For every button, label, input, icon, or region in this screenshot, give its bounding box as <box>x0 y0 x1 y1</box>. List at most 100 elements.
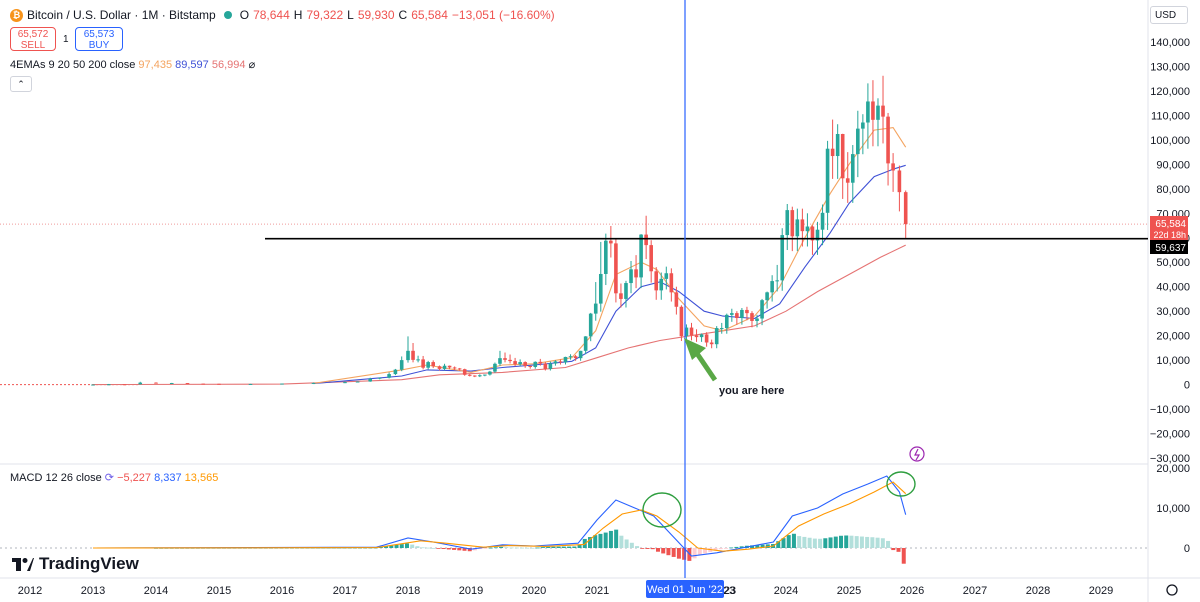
macd-line <box>92 475 907 557</box>
price-tick-label: 30,000 <box>1156 306 1190 318</box>
macd-histogram-bar <box>608 530 613 548</box>
candle-body <box>609 240 613 244</box>
macd-histogram-bar <box>588 537 593 548</box>
macd-histogram-bar <box>572 546 577 548</box>
candle-body <box>724 314 729 329</box>
crosshair-time-label: Wed 01 Jun '22 <box>647 584 723 596</box>
candle-body <box>598 273 603 304</box>
ohlc-high-label: H <box>293 8 303 22</box>
signal-line <box>92 481 907 552</box>
candle-body <box>513 361 517 365</box>
settings-icon <box>1166 584 1178 596</box>
macd-histogram-bar <box>201 547 206 549</box>
macd-histogram-bar <box>384 546 389 548</box>
macd-legend[interactable]: MACD 12 26 close ⟳ −5,227 8,337 13,565 <box>10 471 218 484</box>
macd-histogram-bar <box>352 547 357 549</box>
candle-body <box>785 210 790 236</box>
candle-body <box>614 243 618 294</box>
candle-body <box>664 273 669 279</box>
candle-body <box>624 283 628 299</box>
macd-histogram-bar <box>896 548 901 552</box>
ema-value-2: 89,597 <box>175 59 209 71</box>
candle-body <box>457 368 462 370</box>
symbol-title[interactable]: Bitcoin / U.S. Dollar · 1M · Bitstamp <box>27 8 216 22</box>
collapse-legend-button[interactable]: ⌃ <box>10 76 32 92</box>
price-tick-label: 40,000 <box>1156 282 1190 294</box>
macd-histogram-bar <box>812 538 817 548</box>
macd-histogram-bar <box>661 548 666 554</box>
macd-value-3: 13,565 <box>184 472 219 484</box>
macd-histogram-bar <box>227 547 232 549</box>
candle-body <box>217 383 221 385</box>
candle-body <box>820 212 825 230</box>
candle-body <box>248 383 253 385</box>
macd-histogram-bar <box>446 548 451 550</box>
candle-body <box>669 273 674 293</box>
highlight-circle <box>886 471 916 497</box>
macd-histogram-bar <box>404 543 409 548</box>
candle-body <box>431 362 435 367</box>
candle-body <box>629 269 633 284</box>
macd-histogram-bar <box>666 548 671 556</box>
ema-50-line <box>313 164 906 385</box>
macd-histogram-bar <box>389 545 394 548</box>
macd-histogram-bar <box>415 546 420 548</box>
ema-legend[interactable]: 4EMAs 9 20 50 200 close 97,435 89,597 56… <box>10 58 255 71</box>
candle-body <box>558 361 563 363</box>
candle-body <box>91 384 95 386</box>
macd-histogram-bar <box>619 535 624 548</box>
macd-histogram-bar <box>791 533 796 548</box>
sell-button[interactable]: 65,572 SELL <box>10 27 56 51</box>
candle-body <box>709 342 714 345</box>
macd-tick-label: 20,000 <box>1156 463 1190 475</box>
macd-histogram-bar <box>901 548 906 564</box>
candle-body <box>800 219 805 232</box>
candle-body <box>810 226 815 241</box>
macd-histogram-bar <box>561 546 566 548</box>
candle-body <box>169 383 174 385</box>
macd-histogram-bar <box>692 548 697 559</box>
macd-histogram-bar <box>614 529 619 548</box>
candle-body <box>740 309 744 319</box>
highlight-circle <box>642 492 682 528</box>
candle-body <box>699 334 704 338</box>
candle-body <box>568 356 573 358</box>
candle-body <box>483 374 487 376</box>
macd-histogram-bar <box>499 546 504 548</box>
hide-indicator-icon[interactable]: ⌀ <box>248 59 256 71</box>
spread-value: 1 <box>63 34 69 45</box>
time-tick-label: 2024 <box>774 585 798 597</box>
tradingview-mark-icon <box>12 557 34 571</box>
candle-body <box>588 313 593 337</box>
macd-histogram-bar <box>326 547 331 549</box>
macd-histogram-bar <box>169 547 174 549</box>
macd-histogram-bar <box>556 546 561 548</box>
candle-body <box>881 105 885 117</box>
symbol-header: ₿ Bitcoin / U.S. Dollar · 1M · Bitstamp … <box>10 8 555 22</box>
macd-histogram-bar <box>321 547 326 549</box>
bitcoin-icon: ₿ <box>10 8 23 22</box>
alert-lightning-icon <box>909 446 925 462</box>
macd-histogram-bar <box>216 547 221 549</box>
macd-histogram-bar <box>551 546 556 548</box>
macd-histogram-bar <box>713 548 718 551</box>
macd-histogram-bar <box>410 544 415 548</box>
refresh-icon[interactable]: ⟳ <box>104 472 114 484</box>
buy-button[interactable]: 65,573 BUY <box>75 27 123 51</box>
candle-body <box>185 383 190 385</box>
time-tick-label: 2028 <box>1026 585 1050 597</box>
candle-body <box>805 226 810 232</box>
candle-body <box>649 245 653 272</box>
candle-body <box>856 128 860 155</box>
macd-histogram-bar <box>478 548 483 550</box>
candle-body <box>750 313 754 321</box>
macd-histogram-bar <box>195 547 200 549</box>
macd-histogram-bar <box>655 548 660 552</box>
macd-histogram-bar <box>530 547 535 549</box>
time-tick-label: 2025 <box>837 585 861 597</box>
price-tick-label: 60,000 <box>1156 233 1190 245</box>
currency-select[interactable]: USD <box>1150 6 1188 24</box>
candle-body <box>478 375 482 377</box>
macd-histogram-bar <box>232 547 237 549</box>
price-tick-label: −20,000 <box>1150 429 1190 441</box>
